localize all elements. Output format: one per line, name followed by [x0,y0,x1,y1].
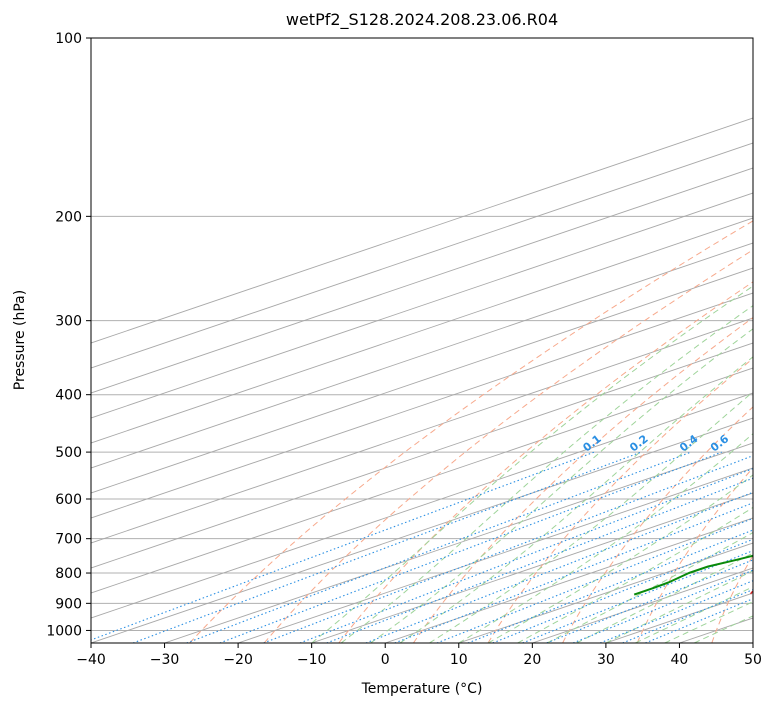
dry-adiabat [711,554,753,643]
y-axis-label: Pressure (hPa) [12,290,28,390]
moist-adiabat [340,305,753,643]
isotherm [91,417,753,643]
y-tick-label: 800 [55,566,82,582]
isotherm [91,342,753,569]
isotherms [91,117,753,643]
mixing-ratio-lines [91,451,753,643]
dry-adiabat [263,249,753,643]
y-tick-label: 100 [55,31,82,47]
x-tick-label: 0 [381,652,390,668]
x-tick-label: −40 [76,652,106,668]
isotherm [91,267,753,494]
moist-adiabat [370,328,753,643]
y-tick-label: 200 [55,209,82,225]
y-tick-label: 300 [55,314,82,330]
y-tick-label: 400 [55,388,82,404]
mixing-ratio-line [263,455,753,643]
moist-adiabats [311,285,753,643]
mixing-ratio-line [394,502,753,643]
x-tick-label: 50 [744,652,762,668]
moist-adiabat [429,391,753,643]
chart-title: wetPf2_S128.2024.208.23.06.R04 [286,10,558,30]
plot-area: 0.10.20.40.611.52346810131620253036-40-3… [91,117,768,643]
dry-adiabat [562,406,753,643]
x-axis-label: Temperature (°C) [361,681,483,697]
x-tick-label: 30 [597,652,615,668]
mixing-ratio-line [326,477,753,643]
x-tick-label: −30 [150,652,180,668]
mixing-ratio-line [436,517,753,643]
x-tick-label: 40 [671,652,689,668]
dry-adiabat [487,357,753,643]
isotherm [91,292,753,519]
x-tick-label: 20 [523,652,541,668]
isotherm-label: 30 [748,582,768,602]
moist-adiabat [311,285,753,643]
y-tick-label: 700 [55,532,82,548]
isotherm [91,242,753,469]
y-tick-label: 900 [55,596,82,612]
x-tick-label: −20 [223,652,253,668]
mixing-ratio-line [299,467,753,643]
moist-adiabat [605,570,753,643]
x-tick-label: 10 [450,652,468,668]
isotherm [91,192,753,419]
dry-adiabat [412,316,753,643]
mixing-ratio-line [186,451,692,643]
y-tick-label: 500 [55,445,82,461]
isotherm [91,392,753,619]
mixing-ratio-line [365,491,753,643]
isotherm [91,217,753,444]
isotherm [91,167,753,394]
moist-adiabat [576,552,753,643]
x-tick-label: −10 [297,652,327,668]
y-tick-label: 600 [55,492,82,508]
mixing-ratio-line [546,559,753,643]
isotherm [237,467,753,643]
isotherm [91,142,753,369]
y-tick-label: 1000 [46,623,82,639]
isotherm [91,317,753,544]
isotherm [91,117,753,344]
isotherm [164,442,753,643]
isotherm [385,517,753,643]
isotherm [91,367,753,594]
moist-adiabat [487,474,753,643]
plot-frame [90,37,754,644]
isotherm [311,492,753,643]
